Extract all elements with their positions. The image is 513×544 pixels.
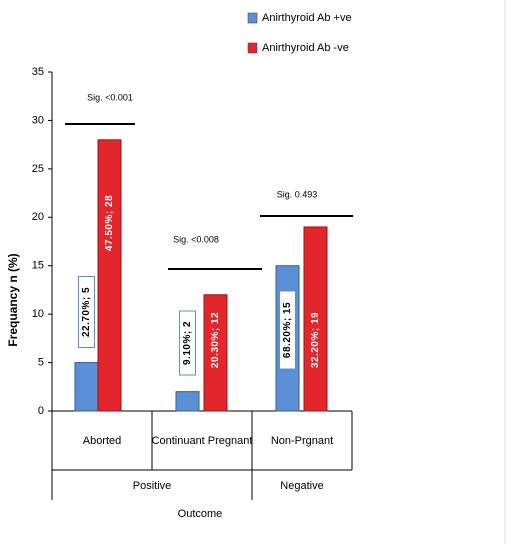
x-tick-label: Non-Prgnant bbox=[271, 435, 333, 447]
y-tick-label: 10 bbox=[32, 308, 44, 320]
x-tick-label: Aborted bbox=[83, 435, 122, 447]
bar bbox=[175, 391, 200, 412]
value-label: 47.50%; 28 bbox=[104, 195, 115, 251]
bar bbox=[74, 362, 99, 412]
value-label: 68.20%; 15 bbox=[282, 302, 293, 358]
legend-swatch bbox=[247, 42, 258, 54]
x-group-label: Negative bbox=[280, 480, 323, 492]
value-label: 22.70%; 5 bbox=[81, 287, 92, 337]
x-group-label: Positive bbox=[133, 480, 172, 492]
value-label-box bbox=[179, 310, 196, 376]
y-tick-label: 15 bbox=[32, 260, 44, 272]
legend-label: Anirthyroid Ab -ve bbox=[262, 42, 349, 54]
legend-label: Anirthyroid Ab +ve bbox=[262, 12, 352, 24]
value-label: 20.30%; 12 bbox=[210, 312, 221, 368]
y-tick-label: 25 bbox=[32, 163, 44, 175]
value-label: 9.10%; 2 bbox=[182, 321, 193, 365]
y-tick-label: 5 bbox=[38, 356, 44, 368]
y-axis-label: Frequancy n (%) bbox=[6, 253, 20, 346]
value-label: 32.20%; 19 bbox=[310, 312, 321, 368]
bar bbox=[303, 226, 328, 412]
bar bbox=[203, 294, 228, 412]
x-tick-label: Continuant Pregnant bbox=[152, 435, 253, 447]
y-tick-label: 0 bbox=[38, 405, 44, 417]
y-tick-label: 35 bbox=[32, 66, 44, 78]
value-label-box bbox=[78, 276, 95, 348]
x-axis-label: Outcome bbox=[178, 508, 223, 520]
y-tick-label: 20 bbox=[32, 211, 44, 223]
bar bbox=[97, 139, 122, 412]
legend-swatch bbox=[247, 12, 258, 24]
significance-label: Sig. 0.493 bbox=[277, 189, 318, 199]
value-label-box bbox=[279, 290, 296, 370]
y-tick-label: 30 bbox=[32, 114, 44, 126]
significance-label: Sig. <0.001 bbox=[87, 92, 133, 102]
significance-label: Sig. <0.008 bbox=[173, 234, 219, 244]
